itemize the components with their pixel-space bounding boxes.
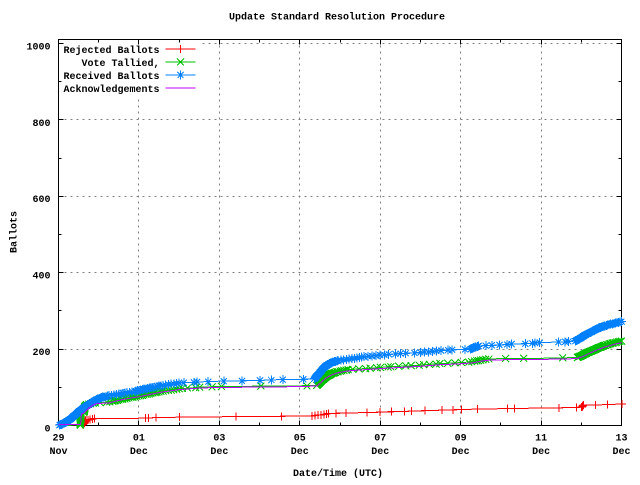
svg-text:Dec: Dec bbox=[612, 447, 630, 458]
svg-text:11: 11 bbox=[535, 434, 547, 445]
svg-text:Vote Tallied,: Vote Tallied, bbox=[81, 58, 159, 70]
svg-text:Update Standard Resolution Pro: Update Standard Resolution Procedure bbox=[229, 12, 445, 24]
svg-text:13: 13 bbox=[615, 434, 627, 445]
svg-text:Received Ballots: Received Ballots bbox=[63, 71, 159, 83]
svg-text:Date/Time (UTC): Date/Time (UTC) bbox=[293, 468, 383, 480]
svg-text:07: 07 bbox=[374, 434, 386, 445]
svg-text:Ballots: Ballots bbox=[9, 211, 21, 253]
svg-text:Dec: Dec bbox=[130, 447, 148, 458]
svg-text:Nov: Nov bbox=[49, 447, 67, 458]
svg-text:Dec: Dec bbox=[452, 447, 470, 458]
svg-text:09: 09 bbox=[455, 434, 467, 445]
svg-text:800: 800 bbox=[32, 119, 50, 130]
svg-text:200: 200 bbox=[32, 348, 50, 359]
svg-text:0: 0 bbox=[44, 425, 50, 436]
svg-text:05: 05 bbox=[294, 434, 306, 445]
svg-text:03: 03 bbox=[213, 434, 225, 445]
svg-text:01: 01 bbox=[133, 434, 145, 445]
svg-text:Dec: Dec bbox=[532, 447, 550, 458]
svg-text:1000: 1000 bbox=[26, 42, 50, 53]
svg-text:Rejected Ballots: Rejected Ballots bbox=[63, 45, 159, 57]
svg-text:29: 29 bbox=[52, 434, 64, 445]
svg-text:400: 400 bbox=[32, 272, 50, 283]
svg-text:Dec: Dec bbox=[291, 447, 309, 458]
svg-text:Acknowledgements: Acknowledgements bbox=[63, 84, 159, 96]
svg-text:Dec: Dec bbox=[371, 447, 389, 458]
svg-text:Dec: Dec bbox=[210, 447, 228, 458]
svg-text:600: 600 bbox=[32, 195, 50, 206]
